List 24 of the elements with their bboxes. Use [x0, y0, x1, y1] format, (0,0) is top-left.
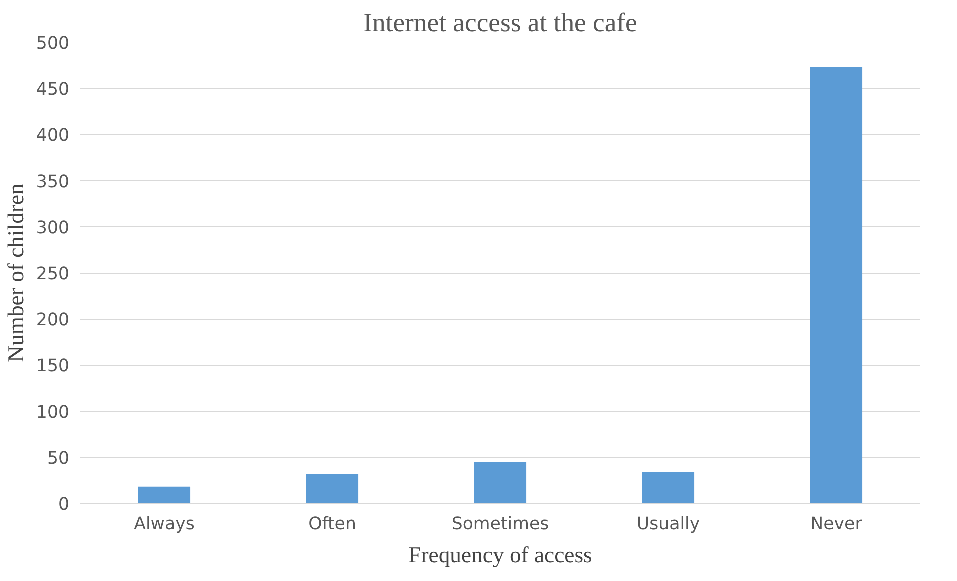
y-tick-label: 200	[36, 310, 70, 331]
y-tick-label: 450	[36, 80, 70, 100]
y-tick-label: 500	[36, 34, 70, 54]
x-axis-title: Frequency of access	[408, 542, 592, 568]
bar	[810, 67, 863, 504]
x-tick-label: Always	[134, 514, 195, 534]
y-tick-label: 350	[36, 172, 70, 192]
y-tick-label: 300	[36, 218, 70, 238]
x-tick-label: Often	[308, 514, 356, 534]
bar	[642, 472, 695, 504]
y-axis-title: Number of children	[3, 184, 28, 362]
y-tick-label: 0	[58, 495, 70, 515]
y-tick-label: 250	[36, 264, 70, 284]
y-tick-label: 150	[36, 356, 70, 377]
chart-title: Internet access at the cafe	[364, 8, 638, 38]
y-tick-label: 100	[36, 402, 70, 423]
bar	[474, 462, 527, 504]
x-tick-label: Never	[810, 514, 864, 534]
bar	[306, 474, 359, 504]
x-tick-label: Usually	[636, 514, 700, 534]
y-tick-label: 400	[36, 126, 70, 146]
x-tick-label: Sometimes	[452, 514, 550, 534]
bar	[138, 486, 191, 504]
y-tick-label: 50	[47, 448, 70, 469]
